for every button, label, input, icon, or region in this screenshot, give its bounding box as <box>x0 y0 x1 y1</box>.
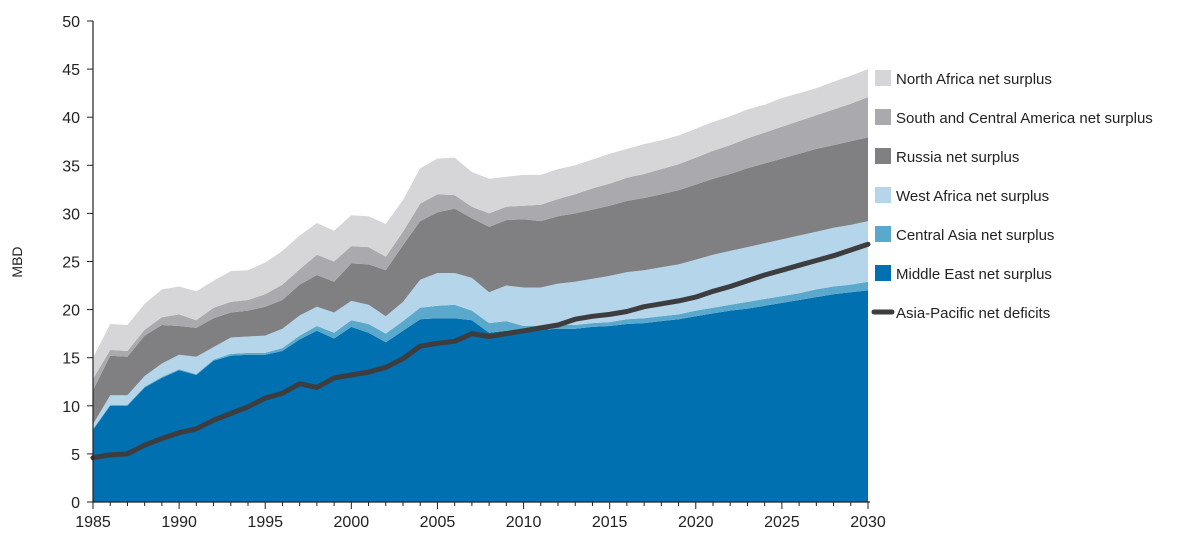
area-north-africa-net-surplus <box>93 69 868 379</box>
legend-swatch <box>875 226 891 242</box>
x-tick-label: 2020 <box>678 514 714 531</box>
legend-item-south-and-central-america-net-surplus: South and Central America net surplus <box>875 109 1153 127</box>
y-tick-label: 30 <box>62 206 80 223</box>
legend-label: Central Asia net surplus <box>896 227 1054 244</box>
x-tick-label: 2015 <box>592 514 628 531</box>
legend-swatch <box>875 109 891 125</box>
y-tick-label: 35 <box>62 158 80 175</box>
y-tick-label: 0 <box>71 495 80 512</box>
legend-swatch <box>875 265 891 281</box>
line-asia-pacific-net-deficits <box>90 241 871 461</box>
legend-label: North Africa net surplus <box>896 71 1052 88</box>
area-south-and-central-america-net-surplus <box>93 97 868 391</box>
legend-label: Russia net surplus <box>896 149 1019 166</box>
area-layer <box>93 69 868 502</box>
legend-label: Middle East net surplus <box>896 266 1052 283</box>
legend-swatch <box>875 70 891 86</box>
y-tick-label: 45 <box>62 62 80 79</box>
line-layer <box>90 241 871 461</box>
area-russia-net-surplus <box>93 137 868 425</box>
legend: North Africa net surplus South and Centra… <box>871 70 1153 322</box>
area-west-africa-net-surplus <box>93 221 868 429</box>
legend-label: South and Central America net surplus <box>896 110 1153 127</box>
y-tick-label: 15 <box>62 351 80 368</box>
y-tick-label: 5 <box>71 447 80 464</box>
area-middle-east-net-surplus <box>93 290 868 502</box>
x-tick-label: 2005 <box>420 514 456 531</box>
area-central-asia-net-surplus <box>93 281 868 430</box>
x-tick-label: 2000 <box>334 514 370 531</box>
x-tick-label: 1995 <box>247 514 283 531</box>
y-tick-label: 25 <box>62 255 80 272</box>
legend-item-middle-east-net-surplus: Middle East net surplus <box>875 265 1052 283</box>
x-tick-label: 1990 <box>161 514 197 531</box>
legend-item-central-asia-net-surplus: Central Asia net surplus <box>875 226 1054 244</box>
y-tick-label: 40 <box>62 110 80 127</box>
y-tick-label: 50 <box>62 14 80 31</box>
x-tick-label: 1985 <box>75 514 111 531</box>
legend-swatch <box>875 148 891 164</box>
x-tick-label: 2010 <box>506 514 542 531</box>
legend-item-north-africa-net-surplus: North Africa net surplus <box>875 70 1052 88</box>
legend-item-west-africa-net-surplus: West Africa net surplus <box>875 187 1049 205</box>
legend-label: Asia-Pacific net deficits <box>896 305 1050 322</box>
legend-swatch <box>875 187 891 203</box>
legend-item-russia-net-surplus: Russia net surplus <box>875 148 1019 166</box>
legend-item-asia-pacific-net-deficits: Asia-Pacific net deficits <box>871 305 1050 322</box>
legend-label: West Africa net surplus <box>896 188 1049 205</box>
x-tick-label: 2025 <box>764 514 800 531</box>
x-tick-label: 2030 <box>850 514 886 531</box>
y-axis-label: MBD <box>9 246 25 277</box>
y-tick-label: 20 <box>62 303 80 320</box>
y-tick-label: 10 <box>62 399 80 416</box>
